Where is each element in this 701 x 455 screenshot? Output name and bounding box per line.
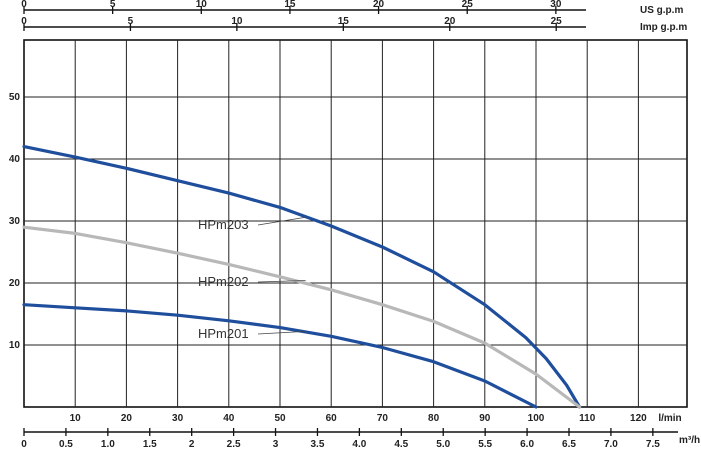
scale-tick-label: 0: [21, 0, 27, 10]
data-point: [381, 245, 384, 249]
data-point: [176, 252, 179, 255]
data-point: [22, 303, 26, 306]
data-point: [432, 320, 435, 323]
y-tick-label: 10: [9, 340, 21, 351]
data-point: [227, 191, 230, 195]
data-point: [278, 326, 282, 329]
y-tick-label: 40: [9, 154, 21, 165]
data-point: [176, 179, 179, 182]
y-tick-label: 50: [9, 92, 21, 103]
data-point: [432, 360, 435, 363]
scale-tick-label: 4.5: [394, 439, 408, 450]
series-leader-line: [257, 216, 306, 226]
data-point: [330, 224, 333, 228]
data-point: [278, 275, 282, 278]
scale-tick-label: 7.5: [646, 439, 660, 450]
scale-tick-label: 25: [551, 16, 563, 27]
scale-tick-label: 5.0: [436, 439, 450, 450]
data-point: [125, 167, 128, 170]
x-tick-label: 40: [223, 413, 235, 424]
scale-tick-label: 3: [273, 439, 279, 450]
data-point: [432, 270, 435, 274]
data-point: [483, 379, 486, 383]
series-leader-line: [257, 330, 306, 335]
scale-tick-label: 30: [550, 0, 562, 10]
data-point: [483, 303, 486, 306]
data-point: [22, 226, 26, 229]
scale-tick-label: 6.5: [562, 439, 576, 450]
scale-tick-label: 5.5: [478, 439, 492, 450]
data-point: [125, 241, 128, 244]
data-point: [278, 206, 282, 209]
scale-tick-label: 6.0: [520, 439, 534, 450]
scale-tick-label: 20: [373, 0, 385, 10]
data-point: [125, 309, 128, 313]
scale-tick-label: 10: [231, 16, 243, 27]
data-point: [565, 384, 568, 387]
data-point: [22, 145, 26, 148]
scale-tick-label: 4.0: [352, 439, 366, 450]
y-tick-label: 20: [9, 278, 21, 289]
scale-tick-label: 5: [128, 16, 134, 27]
x-axis-label: l/min: [658, 413, 681, 424]
data-point: [330, 288, 333, 292]
data-point: [534, 372, 538, 376]
scale-tick-label: 1.5: [143, 439, 157, 450]
x-tick-label: 10: [70, 413, 82, 424]
x-tick-label: 50: [274, 413, 286, 424]
scale-tick-label: 0.5: [59, 439, 73, 450]
series-label-hpm203: HPm203: [198, 217, 249, 232]
scale-tick-label: 15: [284, 0, 296, 10]
data-point: [381, 346, 384, 349]
y-tick-label: 30: [9, 216, 21, 227]
scale-tick-label: 25: [462, 0, 474, 10]
x-tick-label: 70: [377, 413, 389, 424]
data-point: [545, 357, 548, 360]
series-label-hpm201: HPm201: [198, 326, 249, 341]
data-point: [74, 306, 77, 309]
scale-tick-label: 15: [338, 16, 350, 27]
data-point: [176, 314, 179, 317]
plot-frame: [23, 39, 688, 408]
series-leader-line: [257, 280, 306, 283]
x-tick-label: 30: [172, 413, 184, 424]
data-point: [227, 319, 230, 323]
x-tick-label: 80: [428, 413, 440, 424]
scale-unit-label: m³/h: [679, 435, 700, 446]
scale-unit-label: US g.p.m: [640, 5, 683, 16]
scale-tick-label: 2: [189, 439, 195, 450]
data-point: [578, 405, 581, 409]
data-point: [74, 155, 77, 159]
x-tick-label: 110: [579, 413, 596, 424]
data-point: [483, 341, 486, 345]
data-point: [381, 303, 384, 306]
x-tick-label: 90: [479, 413, 491, 424]
scale-tick-label: 20: [444, 16, 456, 27]
scale-tick-label: 0: [21, 16, 27, 27]
x-tick-label: 100: [528, 413, 545, 424]
data-point: [74, 232, 77, 235]
scale-tick-label: 10: [196, 0, 208, 10]
series-label-hpm202: HPm202: [198, 274, 249, 289]
data-point: [524, 336, 527, 339]
series-line-hpm202: [22, 225, 582, 409]
data-point: [534, 405, 538, 409]
scale-tick-label: 7.0: [604, 439, 618, 450]
scale-tick-label: 1.0: [101, 439, 115, 450]
data-point: [227, 263, 230, 266]
x-tick-label: 20: [121, 413, 133, 424]
scale-tick-label: 5: [110, 0, 116, 10]
data-point: [330, 335, 333, 338]
scale-tick-label: 2.5: [227, 439, 241, 450]
x-tick-label: 120: [630, 413, 647, 424]
scale-tick-label: 3.5: [311, 439, 325, 450]
x-tick-label: 60: [326, 413, 338, 424]
scale-unit-label: Imp g.p.m: [640, 22, 687, 33]
scale-tick-label: 0: [21, 439, 27, 450]
series-line-hpm203: [22, 145, 582, 409]
